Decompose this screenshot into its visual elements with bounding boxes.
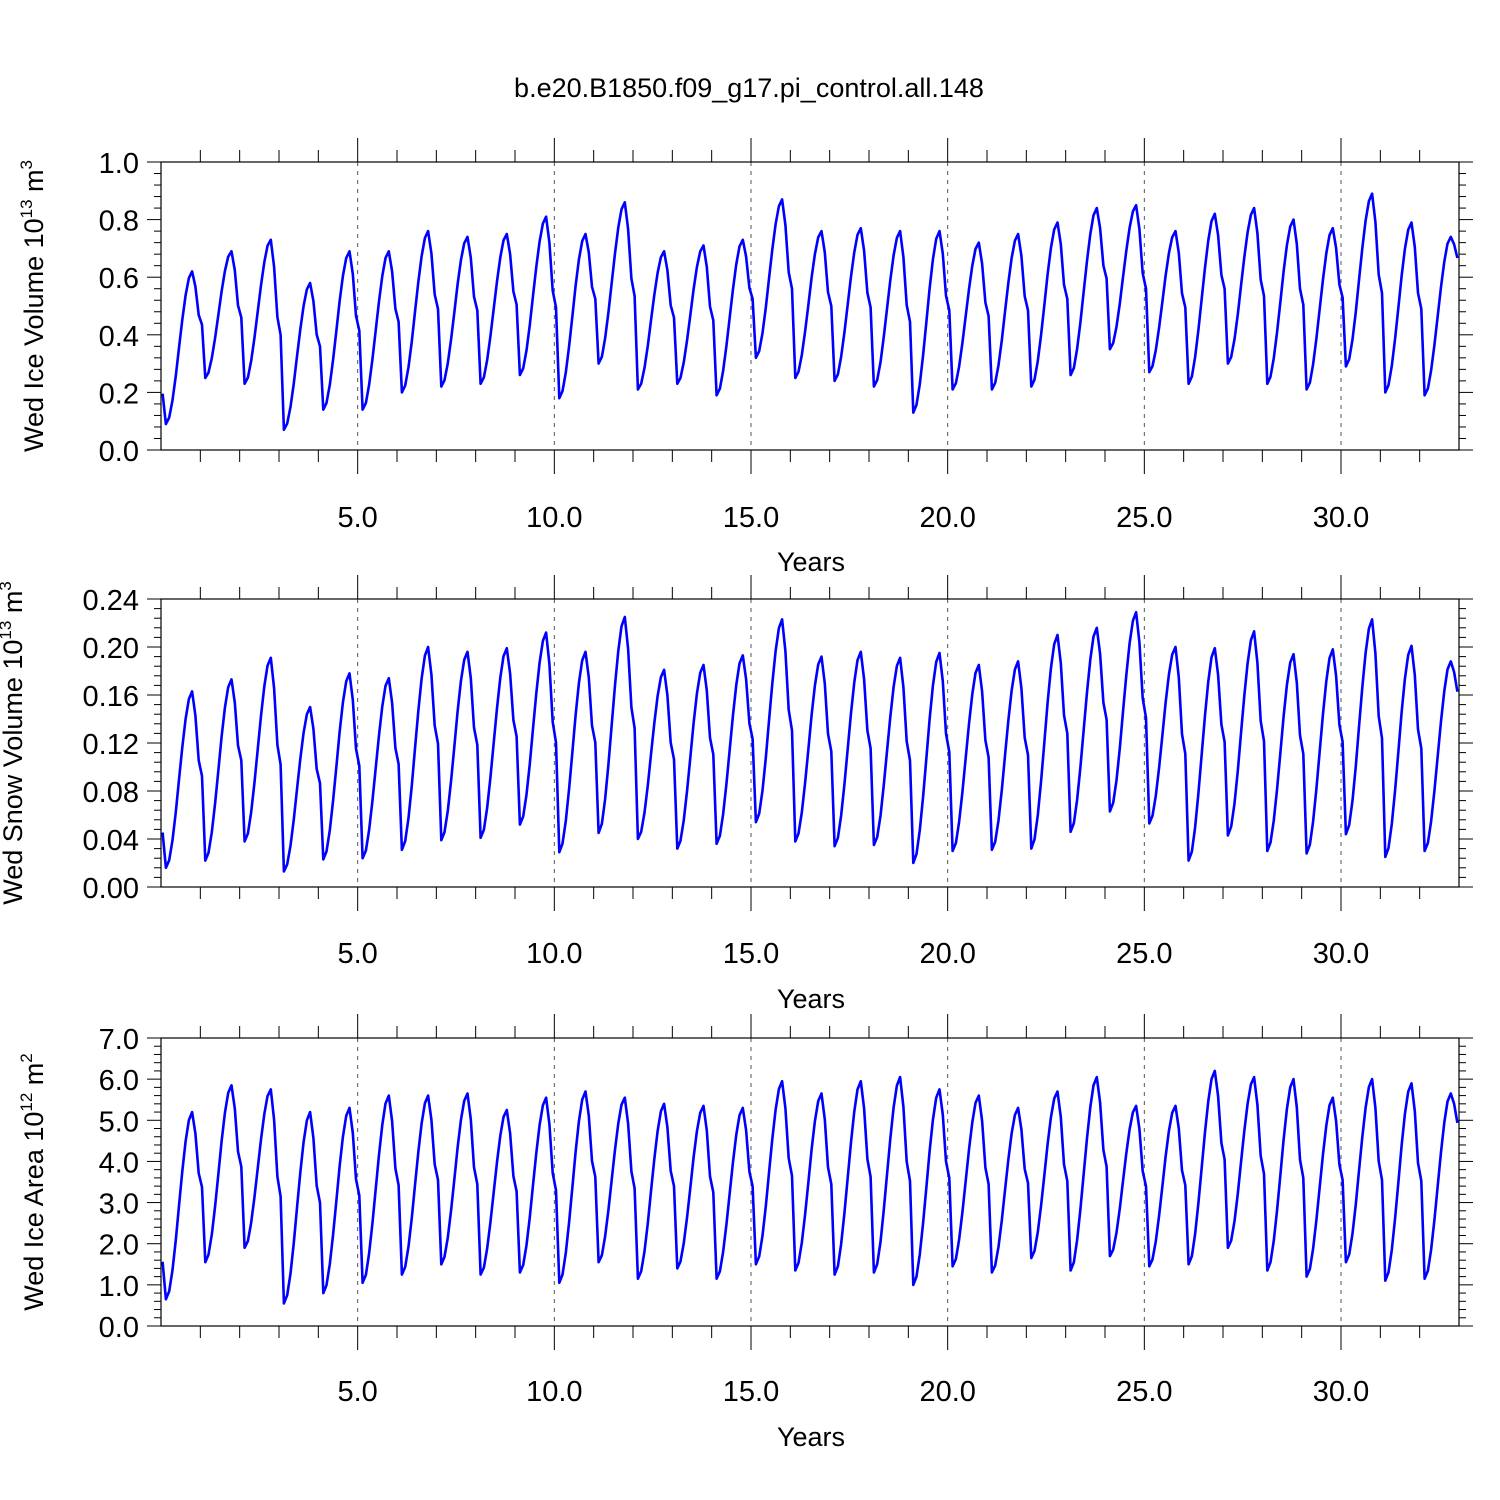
y-axis-label-unit-exponent: 3 — [0, 581, 15, 590]
x-tick-label: 25.0 — [1116, 1376, 1172, 1408]
plot-frame — [160, 1037, 1460, 1327]
x-tick-label: 30.0 — [1313, 1376, 1369, 1408]
y-tick-label: 0.20 — [83, 633, 139, 665]
x-tick-label: 15.0 — [723, 502, 779, 534]
x-tick-label: 30.0 — [1313, 502, 1369, 534]
x-tick-label: 10.0 — [526, 938, 582, 970]
data-line-snow-volume — [161, 610, 1459, 873]
x-tick-label: 20.0 — [919, 502, 975, 534]
y-tick-label: 0.4 — [99, 321, 139, 353]
x-axis-label: Years — [777, 984, 845, 1014]
panel-snow-volume: 0.00 0.04 0.08 0.12 0.16 0.20 0.24 5.0 10.0 15.0 2… — [0, 575, 1473, 1014]
plot-frame — [160, 598, 1460, 888]
figure-title: b.e20.B1850.f09_g17.pi_control.all.148 — [514, 73, 984, 103]
y-tick-label: 6.0 — [99, 1065, 139, 1097]
x-tick-label: 5.0 — [338, 938, 378, 970]
y-tick-label: 0.6 — [99, 263, 139, 295]
y-tick-label: 0.04 — [83, 825, 139, 857]
y-axis-label-unit-exponent: 3 — [17, 160, 36, 169]
y-axis-label-unit: m — [19, 169, 49, 199]
y-tick-label: 7.0 — [99, 1024, 139, 1056]
y-axis-label-unit-exponent: 2 — [17, 1053, 36, 1062]
y-tick-label: 4.0 — [99, 1147, 139, 1179]
plot-frame — [160, 161, 1460, 451]
x-tick-label: 20.0 — [919, 938, 975, 970]
x-tick-label: 25.0 — [1116, 938, 1172, 970]
y-tick-label: 1.0 — [99, 1271, 139, 1303]
y-tick-label: 0.16 — [83, 681, 139, 713]
y-tick-label: 0.8 — [99, 206, 139, 238]
y-tick-label: 0.08 — [83, 777, 139, 809]
y-axis-label-unit: m — [0, 591, 28, 621]
y-axis-label-exponent: 13 — [0, 621, 15, 640]
y-axis-label-exponent: 12 — [17, 1093, 36, 1112]
y-axis-label: Wed Ice Volume 1013 m3 — [17, 160, 49, 452]
data-line-ice-area — [161, 1069, 1459, 1305]
x-axis-label: Years — [777, 1422, 845, 1452]
x-tick-label: 20.0 — [919, 1376, 975, 1408]
data-line-ice-volume — [161, 192, 1459, 432]
y-tick-label: 3.0 — [99, 1189, 139, 1221]
y-axis-label-text: Wed Ice Area 10 — [19, 1112, 49, 1311]
panels-group: 0.00.20.40.60.81.05.0 10.0 15.0 20.0 25.0 30.… — [0, 138, 1473, 1452]
panel-ice-area: 0.0 1.0 2.0 3.0 4.0 5.0 6.0 7.0 5.0 10.0 15.0 20.0 2… — [17, 1014, 1473, 1452]
x-tick-label: 10.0 — [526, 502, 582, 534]
x-tick-label: 5.0 — [338, 1376, 378, 1408]
y-tick-label: 0.0 — [99, 1312, 139, 1344]
x-axis-label: Years — [777, 547, 845, 577]
x-tick-label: 15.0 — [723, 938, 779, 970]
y-tick-label: 1.0 — [99, 148, 139, 180]
y-axis-label-unit: m — [19, 1063, 49, 1093]
x-tick-label: 15.0 — [723, 1376, 779, 1408]
y-tick-label: 0.12 — [83, 729, 139, 761]
y-axis-label-exponent: 13 — [17, 199, 36, 218]
y-tick-label: 0.24 — [83, 585, 139, 617]
y-axis-label: Wed Snow Volume 1013 m3 — [0, 581, 28, 905]
x-tick-label: 10.0 — [526, 1376, 582, 1408]
y-tick-label: 2.0 — [99, 1230, 139, 1262]
y-axis-label-text: Wed Ice Volume 10 — [19, 218, 49, 452]
x-tick-label: 5.0 — [338, 502, 378, 534]
x-tick-label: 25.0 — [1116, 502, 1172, 534]
y-tick-label: 0.0 — [99, 436, 139, 468]
y-axis-label: Wed Ice Area 1012 m2 — [17, 1053, 49, 1311]
y-tick-label: 0.2 — [99, 378, 139, 410]
y-axis-label-text: Wed Snow Volume 10 — [0, 640, 28, 905]
y-tick-label: 5.0 — [99, 1106, 139, 1138]
y-tick-label: 0.00 — [83, 873, 139, 905]
panel-ice-volume: 0.0 0.2 0.4 0.6 0.8 1.0 5.0 10.0 15.0 20.0 25.0 30.… — [17, 138, 1473, 577]
x-tick-label: 30.0 — [1313, 938, 1369, 970]
